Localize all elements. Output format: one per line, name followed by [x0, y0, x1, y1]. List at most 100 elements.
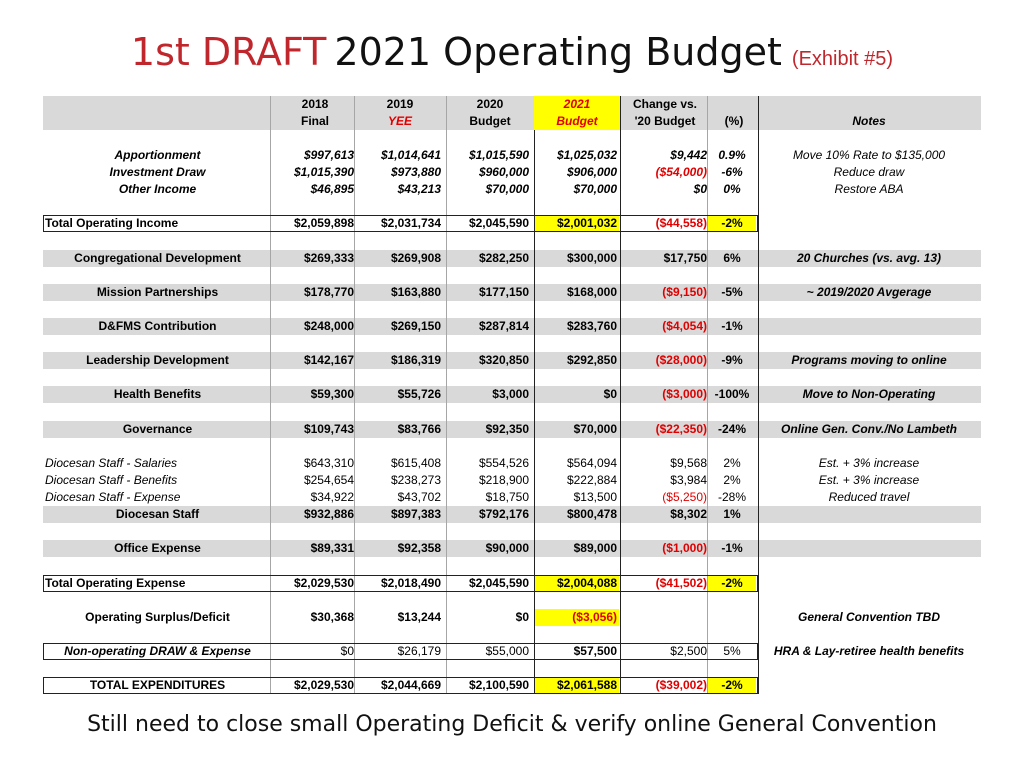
table-row-congregational: Congregational Development $269,333 $269… [0, 250, 1024, 267]
row-label: Leadership Development [86, 353, 229, 367]
cell-pct: -2% [721, 216, 743, 230]
grid-line [707, 96, 708, 694]
cell-2020: $0 [515, 610, 529, 624]
cell-2019: $238,273 [390, 473, 441, 487]
cell-2020: $218,900 [478, 473, 529, 487]
cell-2021: $0 [603, 387, 617, 401]
cell-2018: $932,886 [303, 507, 354, 521]
row-label: Congregational Development [74, 251, 241, 265]
cell-2018: $89,331 [310, 541, 354, 555]
cell-2019: $973,880 [390, 165, 441, 179]
total-income-box [43, 215, 758, 232]
row-label: Investment Draw [109, 165, 206, 179]
cell-pct: 0.9% [718, 148, 746, 162]
highlight-income-pct [707, 215, 756, 232]
cell-change: ($22,350) [655, 422, 707, 436]
highlight-expenditures-pct [707, 677, 756, 694]
header-2020-line1: 2020 [476, 97, 504, 111]
cell-2021: $2,061,588 [556, 678, 617, 692]
highlight-surplus [535, 609, 619, 626]
cell-2020: $3,000 [492, 387, 529, 401]
cell-2021: $57,500 [573, 644, 617, 658]
cell-2019: $615,408 [390, 456, 441, 470]
cell-2018: $178,770 [303, 285, 354, 299]
table-row-leadership: Leadership Development $142,167 $186,319… [0, 352, 1024, 369]
cell-2021: $222,884 [566, 473, 617, 487]
header-change-line1: Change vs. [632, 97, 698, 111]
cell-2018: $269,333 [303, 251, 354, 265]
cell-note: Programs moving to online [791, 353, 947, 367]
cell-2018: $248,000 [303, 319, 354, 333]
cell-2021: $70,000 [573, 182, 617, 196]
row-label: Apportionment [114, 148, 201, 162]
draft-label: 1st DRAFT [130, 30, 327, 74]
row-label: Diocesan Staff - Expense [45, 490, 181, 504]
row-label: Diocesan Staff - Salaries [45, 456, 178, 470]
cell-2018: $643,310 [303, 456, 354, 470]
table-row-health: Health Benefits $59,300 $55,726 $3,000 $… [0, 386, 1024, 403]
cell-2020: $554,526 [478, 456, 529, 470]
cell-2019: $92,358 [397, 541, 441, 555]
cell-2018: $2,029,530 [293, 678, 354, 692]
row-label: Health Benefits [113, 387, 202, 401]
cell-2018: $142,167 [303, 353, 354, 367]
table-row-nonop: Non-operating DRAW & Expense $0 $26,179 … [0, 643, 1024, 660]
nonop-box [43, 643, 758, 660]
row-band [43, 506, 981, 523]
row-band [43, 250, 981, 267]
table-row-total-income: Total Operating Income $2,059,898 $2,031… [0, 215, 1024, 232]
cell-2019: $43,213 [397, 182, 441, 196]
cell-2020: $70,000 [485, 182, 529, 196]
highlight-total-expenditures [535, 677, 619, 694]
row-label: Non-operating DRAW & Expense [64, 644, 251, 658]
cell-2020: $2,045,590 [468, 576, 529, 590]
cell-change: ($41,502) [655, 576, 707, 590]
grid-line [270, 96, 271, 694]
cell-change: $17,750 [663, 251, 707, 265]
cell-2020: $792,176 [478, 507, 529, 521]
cell-2021: $2,004,088 [556, 576, 617, 590]
cell-pct: 6% [723, 251, 741, 265]
row-label: Governance [122, 422, 193, 436]
cell-change: ($3,000) [662, 387, 707, 401]
cell-2020: $320,850 [478, 353, 529, 367]
row-band [43, 352, 981, 369]
header-change-line2: '20 Budget [634, 114, 696, 128]
cell-2020: $177,150 [478, 285, 529, 299]
table-row-total-expense: Total Operating Expense $2,029,530 $2,01… [0, 575, 1024, 592]
row-band [43, 318, 981, 335]
cell-change: ($54,000) [655, 165, 707, 179]
grid-line [758, 96, 759, 694]
table-row-other-income: Other Income $46,895 $43,213 $70,000 $70… [0, 181, 1024, 198]
cell-2021: ($3,056) [572, 610, 617, 624]
row-band [43, 421, 981, 438]
cell-change: $2,500 [670, 644, 707, 658]
cell-note: Move 10% Rate to $135,000 [792, 148, 946, 162]
header-2021-line2: Budget [534, 113, 620, 130]
cell-2021: $89,000 [573, 541, 617, 555]
exhibit-label: (Exhibit #5) [791, 48, 894, 70]
cell-change: ($5,250) [662, 490, 707, 504]
page-title: 1st DRAFT 2021 Operating Budget (Exhibit #… [0, 30, 1024, 74]
cell-pct: 1% [723, 507, 741, 521]
cell-2020: $2,045,590 [468, 216, 529, 230]
cell-2018: $2,029,530 [293, 576, 354, 590]
cell-2021: $800,478 [566, 507, 617, 521]
cell-2019: $55,726 [397, 387, 441, 401]
cell-2018: $0 [340, 644, 354, 658]
table-row-staff-expense: Diocesan Staff - Expense $34,922 $43,702… [0, 489, 1024, 506]
row-label: TOTAL EXPENDITURES [89, 678, 226, 692]
row-band [43, 386, 981, 403]
cell-change: ($39,002) [655, 678, 707, 692]
table-row-staff-salaries: Diocesan Staff - Salaries $643,310 $615,… [0, 455, 1024, 472]
cell-change: ($44,558) [655, 216, 707, 230]
grid-line [446, 96, 447, 694]
table-row-dfms: D&FMS Contribution $248,000 $269,150 $28… [0, 318, 1024, 335]
header-notes: Notes [852, 114, 886, 128]
cell-note: Online Gen. Conv./No Lambeth [780, 422, 957, 436]
cell-2019: $2,044,669 [380, 678, 441, 692]
cell-pct: 2% [723, 456, 741, 470]
footer-note: Still need to close small Operating Defi… [87, 712, 937, 737]
cell-change: $9,568 [670, 456, 707, 470]
cell-change: ($9,150) [662, 285, 707, 299]
